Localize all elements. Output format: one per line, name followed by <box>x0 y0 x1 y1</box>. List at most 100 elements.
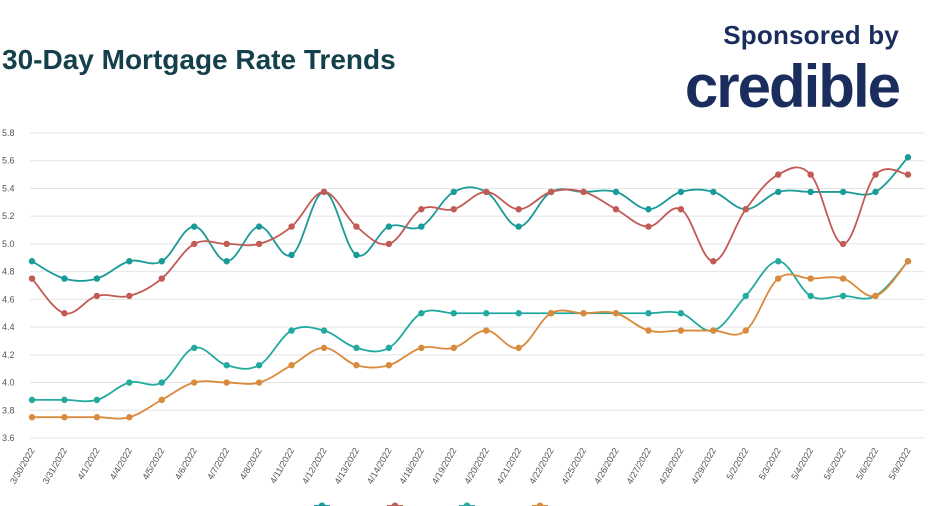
data-point[interactable] <box>353 223 360 230</box>
data-point[interactable] <box>547 188 555 196</box>
data-point[interactable] <box>28 414 36 421</box>
data-point[interactable] <box>515 206 522 213</box>
data-point[interactable] <box>93 292 101 300</box>
data-point[interactable] <box>418 344 425 352</box>
data-point[interactable] <box>353 251 360 259</box>
data-point[interactable] <box>61 310 68 317</box>
data-point[interactable] <box>710 188 717 196</box>
data-point[interactable] <box>775 258 782 265</box>
data-point[interactable] <box>191 379 198 386</box>
data-point[interactable] <box>710 327 717 334</box>
data-point[interactable] <box>385 223 393 230</box>
data-point[interactable] <box>775 171 782 178</box>
data-point[interactable] <box>612 206 620 213</box>
data-point[interactable] <box>483 310 490 317</box>
data-point[interactable] <box>255 223 263 230</box>
data-point[interactable] <box>28 275 36 282</box>
data-point[interactable] <box>223 379 230 386</box>
data-point[interactable] <box>677 327 685 334</box>
data-point[interactable] <box>612 310 620 317</box>
data-point[interactable] <box>839 240 847 248</box>
data-point[interactable] <box>904 154 912 161</box>
data-point[interactable] <box>385 344 393 352</box>
data-point[interactable] <box>515 310 522 317</box>
data-point[interactable] <box>126 292 133 300</box>
data-point[interactable] <box>807 275 814 282</box>
data-point[interactable] <box>385 240 393 248</box>
data-point[interactable] <box>255 240 263 248</box>
data-point[interactable] <box>515 223 522 230</box>
data-point[interactable] <box>126 379 133 386</box>
data-point[interactable] <box>93 396 101 404</box>
data-point[interactable] <box>61 396 68 404</box>
data-point[interactable] <box>807 171 814 178</box>
data-point[interactable] <box>255 362 263 369</box>
data-point[interactable] <box>839 188 847 196</box>
data-point[interactable] <box>28 396 36 404</box>
data-point[interactable] <box>158 396 165 404</box>
data-point[interactable] <box>612 188 620 196</box>
data-point[interactable] <box>191 223 198 230</box>
data-point[interactable] <box>223 362 230 369</box>
data-point[interactable] <box>775 275 782 282</box>
data-point[interactable] <box>807 292 814 300</box>
data-point[interactable] <box>839 292 847 300</box>
data-point[interactable] <box>904 171 912 178</box>
data-point[interactable] <box>418 206 425 213</box>
data-point[interactable] <box>418 223 425 230</box>
data-point[interactable] <box>288 251 295 259</box>
data-point[interactable] <box>677 310 685 317</box>
data-point[interactable] <box>255 379 263 386</box>
data-point[interactable] <box>580 310 587 317</box>
data-point[interactable] <box>742 206 749 213</box>
data-point[interactable] <box>645 223 652 230</box>
data-point[interactable] <box>547 310 555 317</box>
data-point[interactable] <box>61 275 68 282</box>
data-point[interactable] <box>645 206 652 213</box>
data-point[interactable] <box>223 240 230 248</box>
data-point[interactable] <box>158 258 165 265</box>
data-point[interactable] <box>645 310 652 317</box>
data-point[interactable] <box>158 275 165 282</box>
data-point[interactable] <box>645 327 652 334</box>
data-point[interactable] <box>872 292 879 300</box>
data-point[interactable] <box>839 275 847 282</box>
data-point[interactable] <box>580 188 587 196</box>
data-point[interactable] <box>191 344 198 352</box>
data-point[interactable] <box>353 344 360 352</box>
data-point[interactable] <box>677 188 685 196</box>
data-point[interactable] <box>320 327 328 334</box>
data-point[interactable] <box>742 327 749 334</box>
data-point[interactable] <box>807 188 814 196</box>
data-point[interactable] <box>320 344 328 352</box>
data-point[interactable] <box>223 258 230 265</box>
data-point[interactable] <box>126 414 133 421</box>
data-point[interactable] <box>742 292 749 300</box>
data-point[interactable] <box>775 188 782 196</box>
data-point[interactable] <box>93 414 101 421</box>
data-point[interactable] <box>385 362 393 369</box>
data-point[interactable] <box>872 188 879 196</box>
data-point[interactable] <box>61 414 68 421</box>
data-point[interactable] <box>450 344 457 352</box>
data-point[interactable] <box>288 327 295 334</box>
data-point[interactable] <box>872 171 879 178</box>
data-point[interactable] <box>677 206 685 213</box>
data-point[interactable] <box>320 188 328 196</box>
data-point[interactable] <box>450 310 457 317</box>
data-point[interactable] <box>93 275 101 282</box>
data-point[interactable] <box>288 362 295 369</box>
data-point[interactable] <box>450 206 457 213</box>
data-point[interactable] <box>904 258 912 265</box>
data-point[interactable] <box>515 344 522 352</box>
data-point[interactable] <box>483 188 490 196</box>
data-point[interactable] <box>288 223 295 230</box>
data-point[interactable] <box>483 327 490 334</box>
data-point[interactable] <box>158 379 165 386</box>
data-point[interactable] <box>353 362 360 369</box>
data-point[interactable] <box>191 240 198 248</box>
data-point[interactable] <box>28 258 36 265</box>
data-point[interactable] <box>710 258 717 265</box>
data-point[interactable] <box>418 310 425 317</box>
data-point[interactable] <box>126 258 133 265</box>
